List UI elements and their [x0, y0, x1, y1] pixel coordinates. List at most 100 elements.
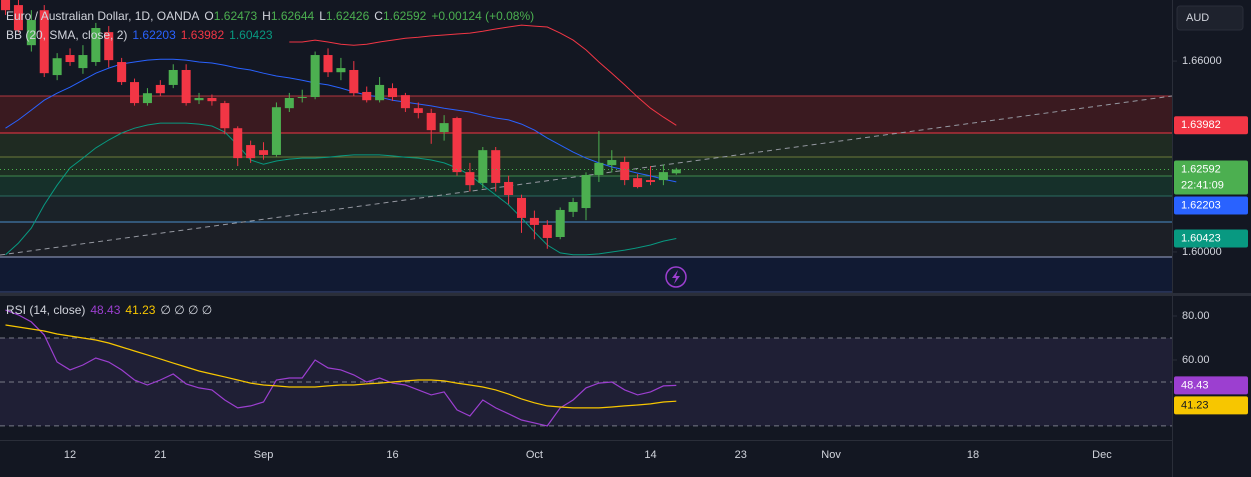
trend-line — [0, 95, 1173, 256]
x-tick-label: 16 — [386, 449, 398, 461]
candle-body — [220, 103, 230, 129]
symbol-header: Euro / Australian Dollar, 1D, OANDA O1.62… — [6, 9, 534, 23]
candle-body — [297, 97, 307, 99]
ohlc-item: C1.62592 — [374, 9, 426, 23]
ohlc-label: L — [319, 9, 326, 23]
x-tick-label: 14 — [644, 449, 656, 461]
price-label-box — [1174, 160, 1248, 195]
zone — [0, 222, 1172, 257]
ohlc-item: O1.62473 — [204, 9, 257, 23]
price-label: 1.62203 — [1181, 199, 1221, 211]
x-tick-label: Sep — [254, 449, 274, 461]
candle-body — [39, 10, 49, 74]
candle-body — [349, 69, 359, 94]
x-tick-label: Oct — [526, 449, 543, 461]
candle-body — [1, 0, 11, 11]
candle-body — [607, 160, 617, 166]
indicator-line — [5, 122, 677, 256]
indicator-line — [5, 309, 677, 427]
currency[interactable]: AUD — [1186, 12, 1209, 24]
candle-body — [246, 145, 256, 159]
candle-body — [130, 82, 140, 104]
zone — [0, 133, 1172, 157]
candle-body — [155, 84, 165, 94]
ohlc-value: 1.62592 — [382, 9, 427, 23]
ohlc-item: L1.62426 — [319, 9, 369, 23]
bb-value: 1.63982 — [180, 28, 225, 42]
candle-body — [581, 174, 591, 209]
price-label-box — [1174, 376, 1248, 395]
x-tick-label: Nov — [821, 449, 841, 461]
candle-body — [362, 91, 372, 101]
bb-title: BB (20, SMA, close, 2) — [6, 28, 128, 42]
indicator-line — [289, 24, 677, 126]
candle-body — [465, 172, 475, 186]
indicator-line — [5, 324, 677, 409]
bb-value: 1.62203 — [132, 28, 176, 42]
zone — [0, 96, 1172, 133]
ohlc-value: 1.62426 — [325, 9, 370, 23]
y-tick-label: 1.60000 — [1182, 246, 1222, 258]
candle-body — [645, 180, 656, 182]
price-label: 1.62592 — [1181, 163, 1221, 175]
candle-body — [78, 55, 88, 69]
rsi-title: RSI (14, close) — [6, 303, 86, 317]
candle-body — [310, 55, 320, 98]
zone — [0, 257, 1172, 292]
change: +0.00124 (+0.08%) — [431, 9, 535, 23]
rsi-panel — [0, 296, 1172, 440]
candle-body — [400, 95, 410, 109]
candle-body — [233, 128, 243, 159]
axes: 1.66000 1.60000 12 21 Sep 16 Oct 14 23 Nov 18 Dec 80… — [64, 55, 1248, 461]
bb-value: 1.60423 — [229, 28, 273, 42]
candle-body — [388, 88, 398, 98]
x-tick-label: Dec — [1092, 449, 1112, 461]
candle-body — [271, 107, 281, 155]
candle-body — [504, 181, 514, 196]
bb-header: BB (20, SMA, close, 2) 1.62203 1.63982 1.60… — [6, 28, 273, 42]
candle-body — [336, 68, 346, 73]
candle-body — [633, 178, 643, 188]
price-label-box — [1174, 116, 1248, 135]
zone — [0, 157, 1172, 176]
alert-circle[interactable] — [665, 266, 687, 288]
price-label-box — [1174, 196, 1248, 215]
y-tick-label: 1.66000 — [1182, 55, 1222, 67]
alert-bolt[interactable] — [672, 270, 680, 284]
candle-body — [207, 97, 217, 102]
candle-body — [671, 169, 681, 174]
currency-button[interactable] — [1176, 5, 1244, 31]
candle-body — [104, 32, 114, 61]
candle-body — [620, 161, 630, 181]
ohlc-label: C — [374, 9, 383, 23]
y-tick-label: 60.00 — [1182, 354, 1210, 366]
candle-body — [194, 97, 204, 101]
ohlc-label: O — [204, 9, 214, 23]
candle-body — [91, 27, 101, 63]
ohlc-item: H1.62644 — [262, 9, 314, 23]
candle-body — [529, 217, 539, 225]
candle-body — [516, 197, 527, 218]
x-tick-label: 21 — [154, 449, 166, 461]
candle-body — [65, 55, 75, 63]
candle-body — [658, 172, 668, 181]
price-label: 1.63982 — [1181, 119, 1221, 131]
candle-body — [568, 202, 578, 212]
candle-body — [181, 69, 191, 104]
price-label-box — [1174, 229, 1248, 248]
price-panel — [0, 0, 1172, 256]
candle-body — [413, 108, 423, 113]
rsi-header: RSI (14, close) 48.43 41.23 ∅ ∅ ∅ ∅ — [6, 303, 212, 317]
price-label: 41.23 — [1181, 399, 1209, 411]
candle-body — [426, 112, 436, 131]
candle-body — [168, 69, 178, 85]
candle-body — [284, 97, 294, 109]
candle-body — [52, 58, 62, 76]
ohlc-label: H — [262, 9, 271, 23]
x-tick-label: 23 — [735, 449, 747, 461]
rsi-value: 48.43 — [90, 303, 121, 317]
candle-body — [26, 20, 36, 46]
countdown: 22:41:09 — [1181, 179, 1224, 191]
alert-icon[interactable] — [665, 266, 687, 288]
